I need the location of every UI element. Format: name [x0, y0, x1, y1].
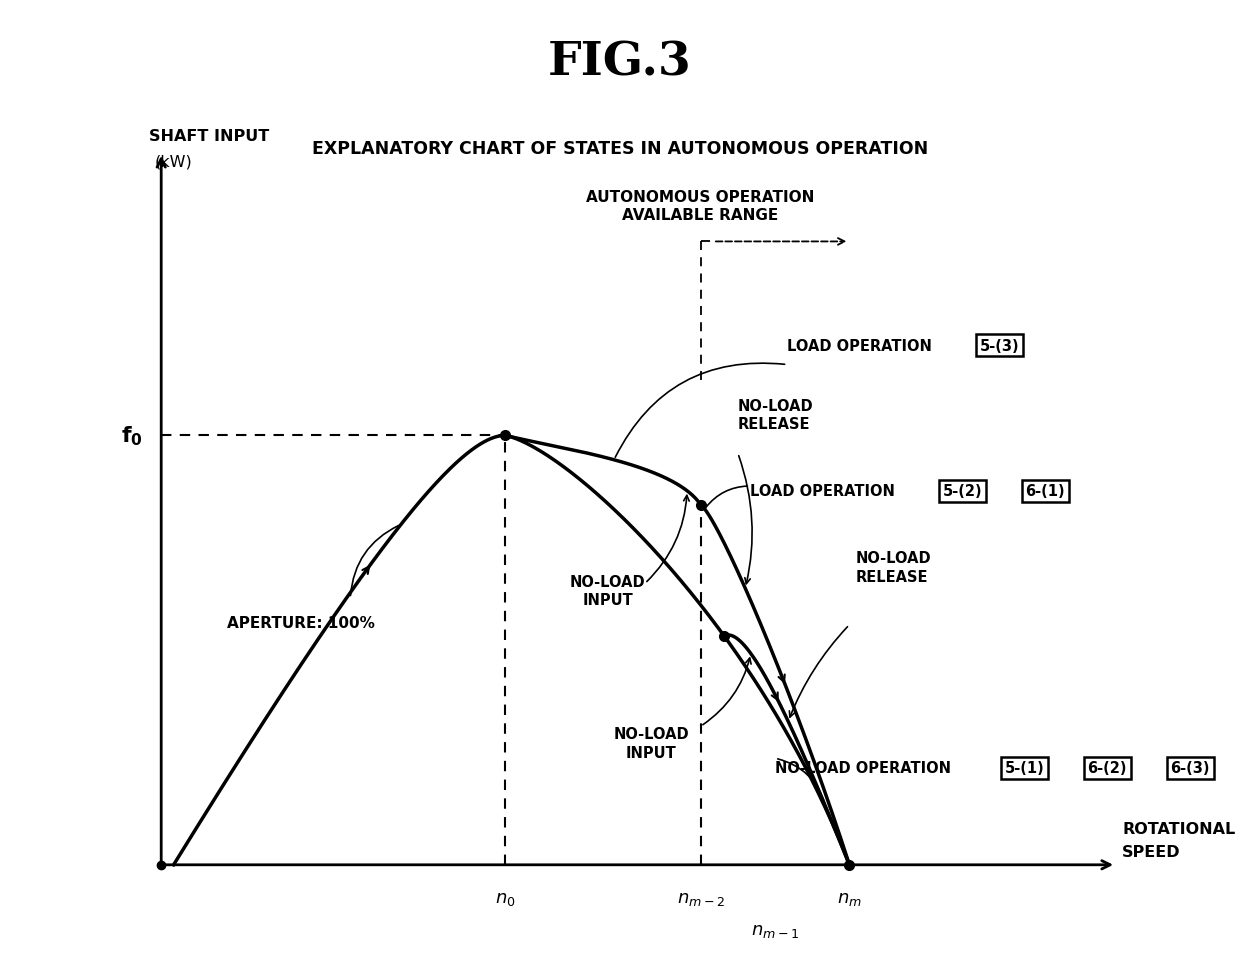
Text: LOAD OPERATION: LOAD OPERATION [750, 483, 900, 499]
Text: NO-LOAD
RELEASE: NO-LOAD RELEASE [856, 551, 931, 584]
Text: 6-(3): 6-(3) [1171, 760, 1210, 776]
Text: 5-(1): 5-(1) [1004, 760, 1044, 776]
Text: ROTATIONAL: ROTATIONAL [1122, 821, 1235, 836]
Text: $n_m$: $n_m$ [837, 889, 862, 907]
Text: NO-LOAD
INPUT: NO-LOAD INPUT [570, 575, 645, 608]
Text: AUTONOMOUS OPERATION
AVAILABLE RANGE: AUTONOMOUS OPERATION AVAILABLE RANGE [587, 189, 815, 223]
Text: $n_{m-1}$: $n_{m-1}$ [751, 921, 799, 939]
Text: NO-LOAD OPERATION: NO-LOAD OPERATION [775, 760, 956, 776]
Text: 6-(2): 6-(2) [1087, 760, 1127, 776]
Text: LOAD OPERATION: LOAD OPERATION [787, 338, 937, 354]
Text: $n_0$: $n_0$ [495, 889, 516, 907]
Text: 6-(1): 6-(1) [1025, 483, 1065, 499]
Text: EXPLANATORY CHART OF STATES IN AUTONOMOUS OPERATION: EXPLANATORY CHART OF STATES IN AUTONOMOU… [312, 140, 928, 158]
Text: 5-(3): 5-(3) [980, 338, 1019, 354]
Text: SHAFT INPUT: SHAFT INPUT [149, 129, 269, 144]
Text: SPEED: SPEED [1122, 844, 1180, 859]
Text: (kW): (kW) [155, 154, 192, 169]
Text: $n_{m-2}$: $n_{m-2}$ [677, 889, 724, 907]
Text: FIG.3: FIG.3 [548, 39, 692, 86]
Text: APERTURE: 100%: APERTURE: 100% [227, 615, 374, 630]
Text: 5-(2): 5-(2) [942, 483, 982, 499]
Text: NO-LOAD
RELEASE: NO-LOAD RELEASE [738, 399, 813, 431]
Text: NO-LOAD
INPUT: NO-LOAD INPUT [614, 727, 688, 760]
Text: $\mathbf{f_0}$: $\mathbf{f_0}$ [120, 424, 143, 448]
